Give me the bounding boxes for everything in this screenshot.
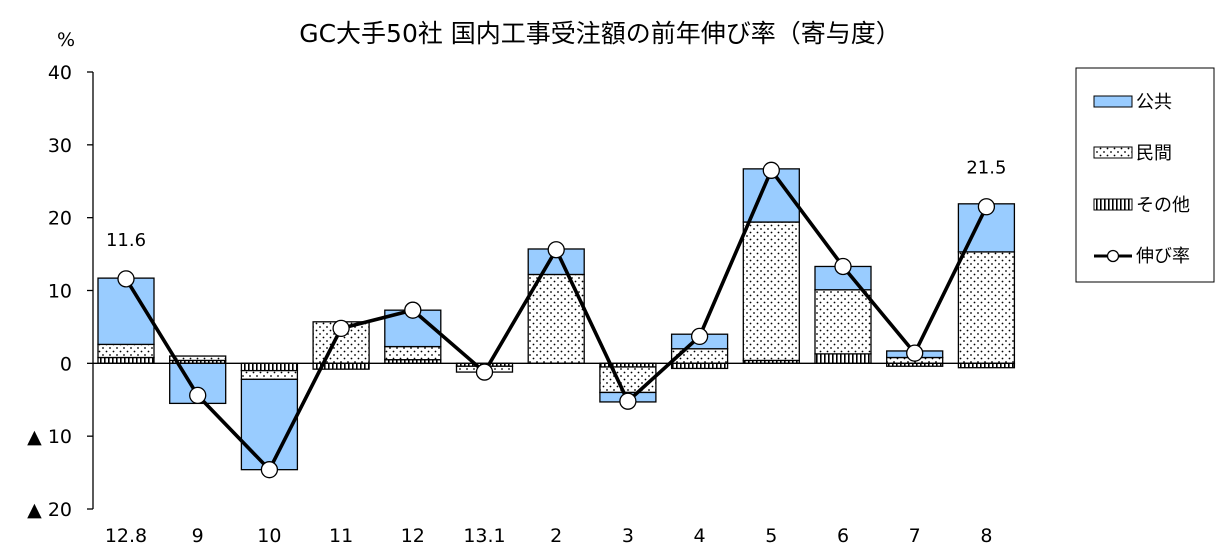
growth-rate-point (117, 270, 135, 288)
legend: 公共 民間 その他 伸び率 (1075, 67, 1215, 283)
y-axis-label: % (57, 29, 75, 51)
growth-rate-point (189, 386, 207, 405)
legend-label-growth: 伸び率 (1136, 246, 1190, 267)
y-axis: 40 30 20 10 0 ▲ 10 ▲ 20 (27, 62, 94, 521)
bar-private (169, 355, 227, 362)
growth-rate-point (475, 363, 494, 381)
growth-rate-point (690, 327, 709, 346)
growth-line (117, 161, 996, 479)
growth-rate-point (977, 198, 996, 216)
y-tick-label: 20 (48, 208, 72, 230)
legend-swatch-other (1093, 198, 1133, 211)
data-label: 21.5 (966, 158, 1006, 179)
x-tick-label: 13.1 (463, 525, 505, 547)
x-tick-label: 3 (622, 525, 634, 547)
legend-label-public: 公共 (1136, 92, 1172, 113)
growth-rate-point (332, 319, 350, 338)
y-tick-label: 30 (48, 135, 72, 157)
x-tick-label: 10 (257, 525, 281, 547)
x-tick-label: 11 (329, 525, 353, 547)
x-tick-label: 12.8 (105, 525, 147, 547)
x-tick-label: 6 (837, 525, 849, 547)
chart-title: GC大手50社 国内工事受注額の前年伸び率（寄与度） (299, 19, 901, 48)
x-tick-label: 8 (980, 525, 992, 547)
legend-swatch-public (1093, 95, 1133, 108)
growth-rate-point (834, 257, 852, 276)
x-tick-label: 9 (192, 525, 204, 547)
growth-rate-point (906, 344, 924, 362)
x-axis: 12.8 9 10 11 12 13.1 2 3 4 5 6 7 8 (105, 525, 993, 547)
legend-swatch-private (1093, 146, 1133, 159)
x-tick-label: 7 (909, 525, 921, 547)
x-tick-label: 4 (694, 525, 706, 547)
data-labels: 11.6 21.5 (106, 158, 1006, 251)
bar-public (240, 378, 299, 471)
bar-private (599, 366, 657, 394)
bar-other (97, 356, 155, 364)
bar-private (814, 289, 872, 355)
legend-label-private: 民間 (1136, 143, 1172, 164)
bar-private (97, 343, 155, 359)
growth-rate-point (260, 461, 279, 479)
bar-private (742, 221, 800, 362)
growth-rate-point (762, 161, 780, 179)
growth-rate-point (404, 301, 422, 319)
x-tick-label: 12 (401, 525, 425, 547)
bar-other (814, 353, 872, 364)
bars (97, 168, 1016, 471)
growth-rate-point (547, 241, 565, 259)
bar-other (240, 362, 299, 372)
bar-private (957, 251, 1016, 364)
bar-private (384, 345, 442, 361)
y-tick-label: ▲ 20 (27, 499, 72, 521)
legend-marker-growth (1106, 249, 1120, 263)
x-tick-label: 2 (550, 525, 562, 547)
y-tick-label: 10 (48, 281, 72, 303)
y-tick-label: ▲ 10 (27, 426, 72, 448)
y-tick-label: 40 (48, 62, 72, 84)
y-tick-label: 0 (60, 353, 72, 375)
data-label: 11.6 (106, 230, 146, 251)
growth-rate-point (619, 392, 637, 410)
legend-label-other: その他 (1136, 195, 1190, 216)
x-tick-label: 5 (765, 525, 777, 547)
bar-other (957, 362, 1016, 369)
bar-other (670, 362, 729, 370)
bar-private (240, 369, 299, 381)
